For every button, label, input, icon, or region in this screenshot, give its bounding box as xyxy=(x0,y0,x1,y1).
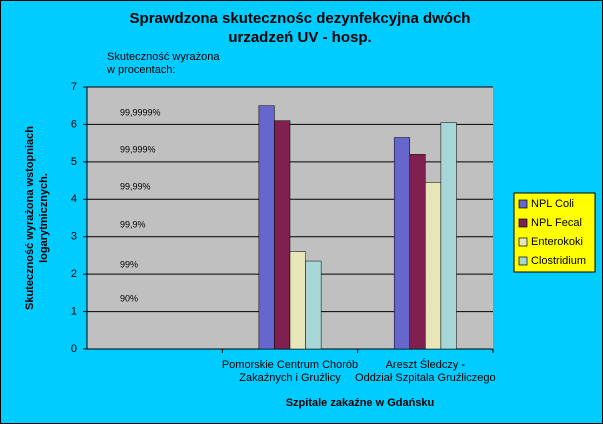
y-tick-label: 7 xyxy=(71,81,77,93)
y-axis-label: logarytmicznych. xyxy=(38,173,50,263)
y-tick-label: 2 xyxy=(71,268,77,280)
x-tick-label: Pomorskie Centrum Chorób Zakaźnych i Gruź… xyxy=(222,359,358,384)
y-tick-label: 5 xyxy=(71,156,77,168)
legend-swatch xyxy=(518,256,528,266)
annotation: 99,99% xyxy=(120,181,151,191)
y-axis-label: Skuteczność wyrażona wstopniach xyxy=(24,126,36,310)
annotation-header: w procentach: xyxy=(106,64,175,76)
legend-swatch xyxy=(518,218,528,228)
annotation: 99,9% xyxy=(120,219,146,229)
legend-swatch xyxy=(518,199,528,209)
annotation: 99% xyxy=(120,259,138,269)
chart-title: urzadzeń UV - hosp. xyxy=(228,29,371,46)
bar xyxy=(440,122,457,350)
annotation-header: Skuteczność wyrażona xyxy=(107,51,220,63)
bar xyxy=(409,154,426,350)
legend-swatch xyxy=(518,237,528,247)
legend-label: Clostridium xyxy=(531,255,586,267)
x-axis-label: Szpitale zakaźne w Gdańsku xyxy=(286,397,435,409)
legend-label: Enterokoki xyxy=(531,236,583,248)
bar xyxy=(305,260,322,350)
bar xyxy=(289,251,306,350)
x-tick-label: Areszt Śledczy -Oddział Szpitala Gruźlic… xyxy=(355,358,496,384)
legend-box xyxy=(513,192,596,273)
bar xyxy=(425,182,442,350)
chart-title: Sprawdzona skutecznośc dezynfekcyjna dwó… xyxy=(130,10,471,27)
legend-label: NPL Fecal xyxy=(531,217,582,229)
annotation: 99,999% xyxy=(120,144,156,154)
annotation: 99,9999% xyxy=(120,107,161,117)
legend-label: NPL Coli xyxy=(531,198,574,210)
bar xyxy=(274,120,291,350)
annotation: 90% xyxy=(120,293,138,303)
bar xyxy=(258,105,275,350)
y-tick-label: 6 xyxy=(71,118,77,130)
y-tick-label: 0 xyxy=(71,343,77,355)
bar xyxy=(393,137,411,350)
y-tick-label: 4 xyxy=(71,193,77,205)
y-tick-label: 3 xyxy=(71,231,77,243)
y-tick-label: 1 xyxy=(71,305,77,317)
